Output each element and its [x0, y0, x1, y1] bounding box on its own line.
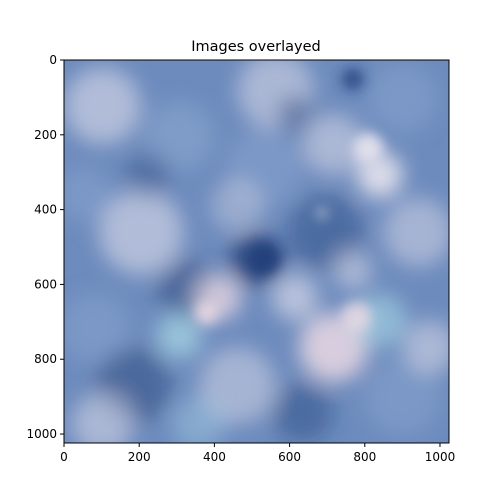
y-tick-label: 400	[34, 203, 57, 217]
image-texture-large	[64, 60, 449, 443]
texture-blob	[144, 101, 215, 172]
texture-detail	[248, 243, 280, 275]
x-tick-label: 200	[128, 450, 151, 464]
texture-detail	[352, 132, 384, 164]
image-area	[64, 60, 449, 443]
texture-blob	[302, 113, 365, 176]
image-texture-detail	[194, 67, 384, 333]
texture-blob	[383, 197, 449, 267]
y-tick-label: 0	[49, 53, 57, 67]
texture-detail	[316, 207, 328, 219]
texture-blob	[271, 274, 319, 321]
y-tick-label: 1000	[26, 427, 57, 441]
texture-blob	[210, 178, 265, 233]
texture-blob	[402, 320, 449, 375]
texture-blob	[64, 293, 130, 363]
x-tick-label: 0	[60, 450, 68, 464]
texture-detail	[341, 301, 372, 333]
texture-blob	[98, 190, 184, 275]
y-axis: 0 200 400 600 800 1000	[26, 53, 64, 441]
x-tick-label: 400	[203, 450, 226, 464]
texture-blob	[333, 251, 372, 290]
x-tick-label: 600	[278, 450, 301, 464]
y-tick-label: 600	[34, 277, 57, 291]
texture-blob	[271, 381, 334, 443]
x-tick-label: 1000	[425, 450, 456, 464]
texture-blob	[275, 94, 315, 133]
texture-blob	[64, 67, 141, 145]
texture-blob	[287, 193, 365, 271]
y-tick-label: 200	[34, 128, 57, 142]
chart-title: Images overlayed	[191, 39, 321, 55]
x-tick-label: 800	[353, 450, 376, 464]
texture-blob	[368, 63, 438, 133]
texture-blob	[198, 347, 276, 425]
texture-blob	[364, 358, 442, 436]
texture-blob	[171, 396, 226, 443]
plot-frame	[63, 59, 450, 444]
texture-blob	[125, 151, 172, 198]
y-tick-label: 800	[34, 352, 57, 366]
texture-detail	[341, 67, 365, 91]
texture-blob	[71, 393, 134, 443]
x-axis: 0 200 400 600 800 1000	[60, 443, 455, 464]
texture-detail	[194, 301, 218, 325]
texture-blob	[64, 167, 111, 221]
texture-blob	[156, 312, 203, 359]
